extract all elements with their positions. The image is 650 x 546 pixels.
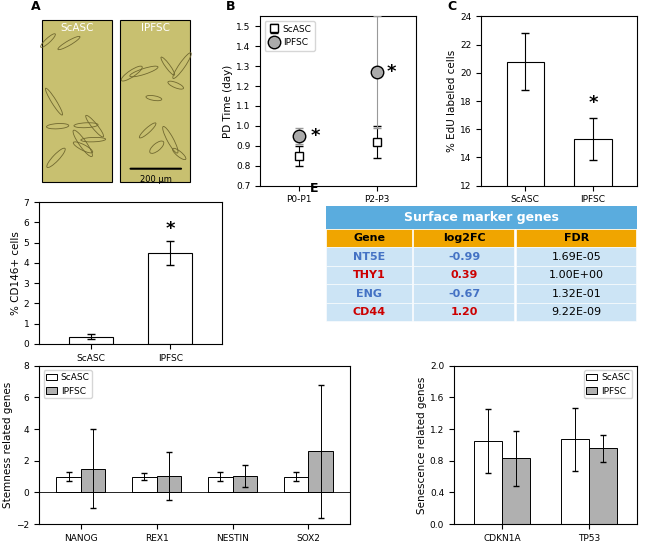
Text: 1.69E-05: 1.69E-05: [551, 252, 601, 262]
Legend: ScASC, IPFSC: ScASC, IPFSC: [265, 21, 315, 51]
Text: 9.22E-09: 9.22E-09: [551, 307, 601, 317]
Text: 1.00E+00: 1.00E+00: [549, 270, 604, 280]
Text: A: A: [31, 0, 41, 13]
Legend: ScASC, IPFSC: ScASC, IPFSC: [584, 370, 632, 398]
Text: *: *: [166, 220, 175, 238]
Bar: [120, 20, 190, 182]
Bar: [81, 468, 105, 492]
Bar: [133, 477, 157, 492]
Text: -0.67: -0.67: [448, 289, 480, 299]
Text: Gene: Gene: [354, 233, 385, 243]
Text: ScASC: ScASC: [60, 23, 94, 33]
Bar: [561, 440, 589, 524]
Bar: [326, 229, 411, 247]
Text: E: E: [310, 182, 318, 195]
Bar: [589, 448, 617, 524]
Bar: [515, 284, 636, 303]
Bar: [506, 62, 544, 355]
Bar: [413, 229, 514, 247]
Bar: [515, 229, 636, 247]
Bar: [515, 303, 636, 321]
Bar: [575, 139, 612, 355]
Text: *: *: [588, 94, 598, 112]
Bar: [326, 266, 411, 284]
Bar: [326, 303, 411, 321]
Text: -0.99: -0.99: [448, 252, 480, 262]
Bar: [284, 477, 309, 492]
Bar: [413, 266, 514, 284]
Text: 200 μm: 200 μm: [140, 175, 172, 185]
Y-axis label: Stemness related genes: Stemness related genes: [3, 382, 14, 508]
Bar: [413, 284, 514, 303]
Text: *: *: [311, 127, 320, 145]
Y-axis label: PD Time (day): PD Time (day): [223, 64, 233, 138]
Text: 0.39: 0.39: [450, 270, 478, 280]
Text: 1.20: 1.20: [450, 307, 478, 317]
Text: ENG: ENG: [356, 289, 382, 299]
Bar: [413, 303, 514, 321]
Text: log2FC: log2FC: [443, 233, 486, 243]
Text: IPFSC: IPFSC: [140, 23, 170, 33]
Text: B: B: [226, 0, 235, 13]
Y-axis label: % CD146+ cells: % CD146+ cells: [11, 231, 21, 315]
Y-axis label: Senescence related genes: Senescence related genes: [417, 376, 427, 514]
Bar: [309, 452, 333, 492]
Text: NT5E: NT5E: [353, 252, 385, 262]
Text: Surface marker genes: Surface marker genes: [404, 211, 559, 224]
Bar: [413, 247, 514, 266]
Text: C: C: [447, 0, 456, 13]
Bar: [326, 247, 411, 266]
Bar: [326, 284, 411, 303]
Bar: [42, 20, 112, 182]
Text: *: *: [386, 63, 396, 81]
Text: 1.32E-01: 1.32E-01: [551, 289, 601, 299]
Bar: [157, 476, 181, 492]
Bar: [233, 476, 257, 492]
Text: FDR: FDR: [564, 233, 589, 243]
Y-axis label: % EdU labeled cells: % EdU labeled cells: [447, 50, 457, 152]
Text: CD44: CD44: [353, 307, 386, 317]
Bar: [474, 441, 502, 524]
Bar: [502, 459, 530, 524]
Bar: [57, 477, 81, 492]
Bar: [69, 337, 112, 344]
Bar: [326, 206, 637, 229]
Legend: ScASC, IPFSC: ScASC, IPFSC: [44, 370, 92, 398]
Bar: [148, 253, 192, 344]
Text: THY1: THY1: [353, 270, 385, 280]
Bar: [208, 477, 233, 492]
Bar: [515, 266, 636, 284]
Bar: [515, 247, 636, 266]
